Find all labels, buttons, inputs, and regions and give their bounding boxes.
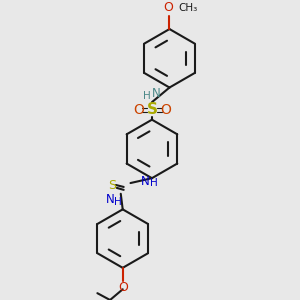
Text: H: H [149, 178, 157, 188]
Text: H: H [143, 91, 151, 101]
Text: N: N [106, 193, 115, 206]
Text: O: O [118, 281, 128, 295]
Text: N: N [152, 87, 160, 101]
Text: CH₃: CH₃ [178, 3, 197, 13]
Text: O: O [164, 2, 173, 14]
Text: O: O [160, 103, 171, 117]
Text: N: N [141, 175, 150, 188]
Text: S: S [108, 179, 116, 193]
Text: S: S [146, 102, 158, 117]
Text: O: O [133, 103, 144, 117]
Text: H: H [114, 196, 122, 207]
